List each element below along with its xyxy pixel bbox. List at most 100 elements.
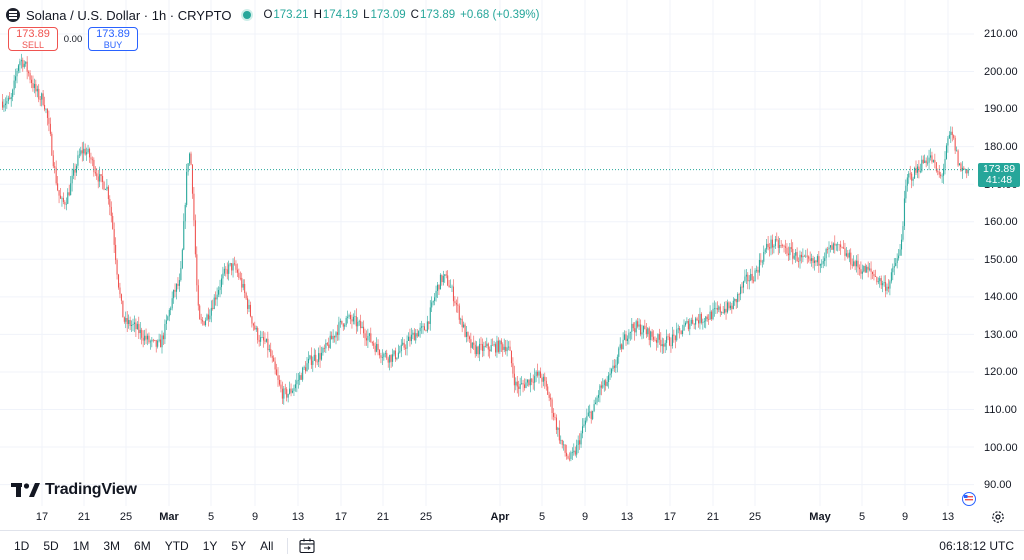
candle-body xyxy=(87,148,89,153)
candle-body xyxy=(65,203,67,205)
candle-body xyxy=(853,261,855,266)
candle-body xyxy=(289,388,291,394)
range-5y-button[interactable]: 5Y xyxy=(231,538,247,553)
range-5d-button[interactable]: 5D xyxy=(43,538,59,553)
candle-body xyxy=(178,280,180,286)
candle-body xyxy=(445,274,447,276)
candle-body xyxy=(300,375,302,380)
candle-body xyxy=(740,286,742,295)
range-1d-button[interactable]: 1D xyxy=(14,538,30,553)
candle-body xyxy=(899,249,901,256)
range-1y-button[interactable]: 1Y xyxy=(202,538,218,553)
candle-body xyxy=(624,334,626,340)
candle-body xyxy=(157,340,159,347)
sell-label: SELL xyxy=(21,39,45,50)
solana-logo-icon xyxy=(6,8,20,22)
candle-body xyxy=(779,245,781,248)
candle-body xyxy=(423,326,425,331)
calendar-range-icon[interactable] xyxy=(298,537,316,555)
price-label: 100.00 xyxy=(984,442,1018,454)
candle-body xyxy=(216,294,218,300)
candle-body xyxy=(860,269,862,274)
candle-body xyxy=(814,260,816,263)
symbol-title[interactable]: Solana / U.S. Dollar · 1h · CRYPTO xyxy=(26,7,232,23)
candle-body xyxy=(777,240,779,248)
candle-body xyxy=(964,169,966,170)
candle-body xyxy=(699,313,701,324)
range-ytd-button[interactable]: YTD xyxy=(164,538,189,553)
range-6m-button[interactable]: 6M xyxy=(134,538,151,553)
candle-body xyxy=(757,269,759,273)
candle-body xyxy=(351,319,353,322)
candle-body xyxy=(80,150,82,155)
candle-body xyxy=(954,137,956,151)
candle-body xyxy=(360,321,362,329)
candle-body xyxy=(93,159,95,173)
tradingview-watermark[interactable]: TradingView xyxy=(11,481,137,499)
candle-body xyxy=(307,358,309,364)
candle-body xyxy=(379,349,381,356)
buy-button[interactable]: 173.89 BUY xyxy=(88,27,138,51)
ohlc-close-key: C xyxy=(410,9,419,21)
candle-body xyxy=(212,307,214,309)
candle-body xyxy=(413,332,415,341)
candle-body xyxy=(228,264,230,274)
candle-body xyxy=(767,243,769,248)
candle-body xyxy=(58,190,60,196)
candle-body xyxy=(112,216,114,230)
candle-body xyxy=(244,283,246,293)
candle-body xyxy=(769,247,771,249)
time-axis[interactable]: 17 21 25 Mar 5 9 13 17 21 25 Apr 5 9 13 … xyxy=(0,506,974,528)
sell-price: 173.89 xyxy=(16,27,50,40)
candle-body xyxy=(223,268,225,274)
range-all-button[interactable]: All xyxy=(260,538,274,553)
candle-body xyxy=(167,316,169,321)
ohlc-close: C173.89 xyxy=(411,9,456,21)
sell-button[interactable]: 173.89 SELL xyxy=(8,27,58,51)
candle-body xyxy=(638,324,640,327)
candle-body xyxy=(13,80,15,90)
candle-body xyxy=(518,386,520,389)
price-chart[interactable] xyxy=(0,0,974,506)
candle-body xyxy=(147,335,149,340)
chart-area[interactable] xyxy=(0,0,974,506)
candle-body xyxy=(205,320,207,326)
ohlc-low-value: 173.09 xyxy=(370,9,406,21)
time-label: 9 xyxy=(581,511,589,523)
candle-body xyxy=(892,267,894,273)
gear-icon[interactable] xyxy=(990,509,1006,525)
candle-body xyxy=(687,320,689,330)
spread-value: 0.00 xyxy=(63,33,83,45)
candle-body xyxy=(71,175,73,184)
candle-body xyxy=(425,330,427,332)
last-price-value: 173.89 xyxy=(982,162,1016,175)
range-1m-button[interactable]: 1M xyxy=(72,538,90,553)
utc-clock[interactable]: 06:18:12 UTC xyxy=(939,538,1014,553)
candle-body xyxy=(669,336,671,346)
candle-body xyxy=(912,178,914,181)
candle-body xyxy=(745,274,747,277)
candle-body xyxy=(931,155,933,162)
candle-body xyxy=(686,320,688,323)
candle-body xyxy=(724,308,726,313)
candle-body xyxy=(238,272,240,278)
range-3m-button[interactable]: 3M xyxy=(103,538,121,553)
candle-body xyxy=(131,325,133,327)
price-axis[interactable]: 210.00 200.00 190.00 180.00 170.00 160.0… xyxy=(974,0,1024,506)
flag-icon[interactable] xyxy=(960,490,976,506)
candle-body xyxy=(619,344,621,349)
candle-body xyxy=(115,244,117,261)
time-label: 21 xyxy=(77,511,91,523)
candle-body xyxy=(812,258,814,263)
candle-body xyxy=(716,308,718,310)
candle-body xyxy=(742,281,744,288)
price-label: 130.00 xyxy=(984,329,1018,341)
candle-body xyxy=(400,344,402,352)
candle-body xyxy=(452,286,454,302)
candle-body xyxy=(125,318,127,322)
time-label: 5 xyxy=(538,511,546,523)
candle-body xyxy=(438,284,440,290)
candle-body xyxy=(684,322,686,326)
candle-body xyxy=(236,269,238,273)
candle-body xyxy=(584,420,586,425)
